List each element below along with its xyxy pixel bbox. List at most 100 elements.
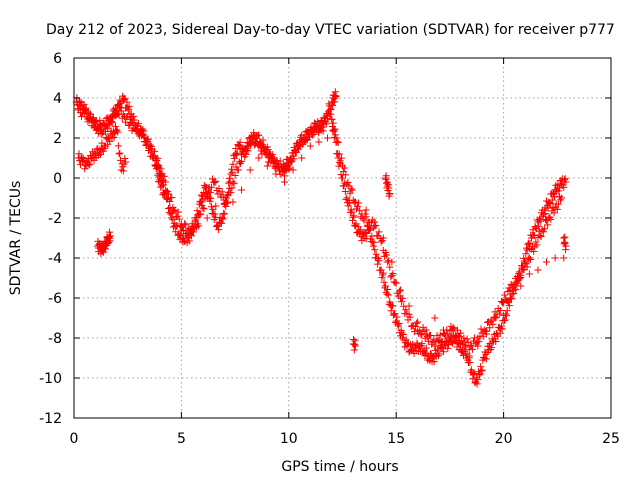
data-point <box>185 237 193 245</box>
data-point <box>388 272 396 280</box>
y-tick-label: -4 <box>48 251 62 267</box>
data-point <box>519 266 527 274</box>
data-point <box>449 324 457 332</box>
data-point <box>321 117 329 125</box>
data-point <box>250 141 258 149</box>
data-point <box>430 358 438 366</box>
y-tick-label: 6 <box>53 51 62 67</box>
data-point <box>344 179 352 187</box>
data-point <box>116 104 124 112</box>
data-point <box>281 178 289 186</box>
data-point <box>477 325 485 333</box>
data-point <box>141 133 149 141</box>
data-point <box>544 221 552 229</box>
data-point <box>341 188 349 196</box>
data-point <box>229 198 237 206</box>
data-point <box>215 226 223 234</box>
data-point <box>302 136 310 144</box>
data-point <box>346 199 354 207</box>
data-point <box>500 298 508 306</box>
data-point <box>177 222 185 230</box>
data-point <box>88 115 96 123</box>
data-point <box>386 263 394 271</box>
data-point <box>206 197 214 205</box>
data-point <box>439 348 447 356</box>
data-point <box>193 207 201 215</box>
data-point <box>314 118 322 126</box>
data-point <box>306 142 314 150</box>
data-point <box>228 165 236 173</box>
data-point <box>424 337 432 345</box>
data-point <box>184 234 192 242</box>
data-point <box>166 198 174 206</box>
data-point <box>339 174 346 182</box>
data-point <box>86 110 94 118</box>
data-point <box>392 279 400 287</box>
data-point <box>503 307 511 315</box>
data-point <box>214 222 222 230</box>
data-point <box>551 254 559 262</box>
data-point <box>533 241 541 249</box>
data-point <box>385 257 393 265</box>
data-point <box>526 255 534 263</box>
data-point <box>512 278 520 286</box>
data-point <box>463 335 471 343</box>
data-point <box>434 337 442 345</box>
data-point <box>165 209 173 217</box>
data-point <box>153 162 161 170</box>
data-point <box>110 133 118 141</box>
data-point <box>460 334 468 342</box>
data-point <box>296 141 304 149</box>
data-point <box>413 319 421 327</box>
data-point <box>323 134 331 142</box>
x-tick-label: 10 <box>280 431 298 447</box>
data-point <box>555 187 563 195</box>
data-point <box>502 310 510 318</box>
data-point <box>308 131 316 139</box>
data-point <box>355 199 363 207</box>
data-point <box>384 286 392 294</box>
data-point <box>389 311 397 319</box>
data-point <box>272 170 280 178</box>
data-point <box>495 310 503 318</box>
data-point <box>157 178 165 186</box>
data-point <box>316 124 324 132</box>
data-point <box>147 149 155 157</box>
data-point <box>169 206 177 214</box>
data-point <box>233 149 241 157</box>
data-point <box>492 337 500 345</box>
data-point <box>505 302 513 310</box>
data-point <box>389 302 397 310</box>
data-point <box>560 234 568 242</box>
data-point <box>477 367 485 375</box>
data-point <box>482 350 490 358</box>
data-point <box>391 278 399 286</box>
y-tick-label: 4 <box>53 91 62 107</box>
data-point <box>144 135 152 143</box>
data-point <box>366 224 374 232</box>
data-point <box>541 210 549 218</box>
data-point <box>106 137 114 145</box>
data-point <box>314 128 322 136</box>
data-point <box>398 329 406 337</box>
data-point <box>517 274 525 282</box>
data-point <box>122 158 130 166</box>
data-point <box>354 203 362 211</box>
data-point <box>560 183 568 191</box>
data-point <box>356 226 364 234</box>
data-point <box>560 254 568 262</box>
data-point <box>154 154 162 162</box>
data-point <box>263 162 271 170</box>
data-point <box>225 174 233 182</box>
data-point <box>167 210 175 218</box>
data-point <box>474 342 482 350</box>
data-point <box>174 208 182 216</box>
data-point <box>470 370 478 378</box>
data-point <box>445 334 453 342</box>
data-point <box>157 183 165 191</box>
data-point <box>457 329 465 337</box>
data-point <box>235 142 243 150</box>
data-point <box>197 210 205 218</box>
data-point <box>351 198 359 206</box>
data-point <box>486 339 494 347</box>
